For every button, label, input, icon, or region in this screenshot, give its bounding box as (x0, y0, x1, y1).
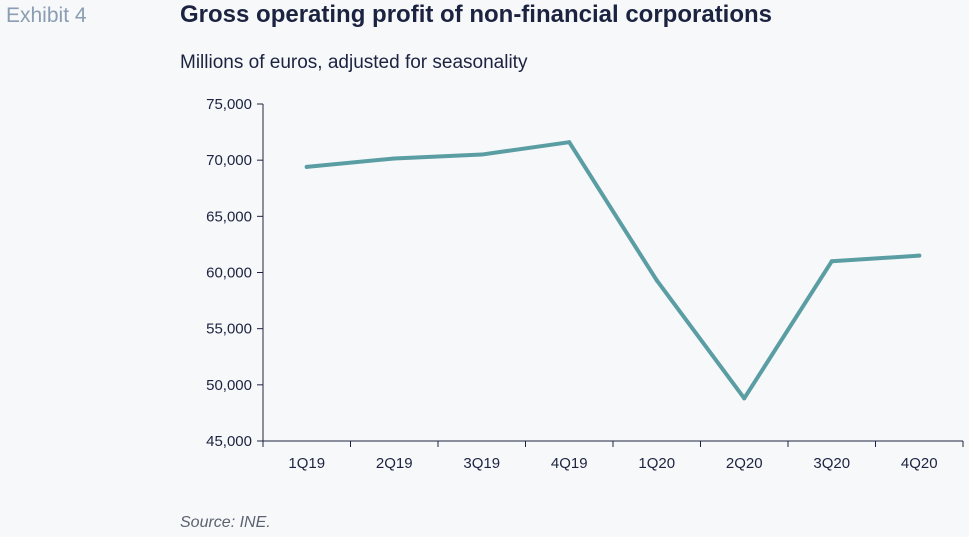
x-tick-label: 1Q20 (638, 455, 675, 472)
exhibit-label: Exhibit 4 (6, 4, 87, 27)
data-point (829, 259, 834, 264)
data-point (479, 152, 484, 157)
data-point (567, 140, 572, 145)
data-point (654, 278, 659, 283)
y-tick-label: 70,000 (206, 152, 252, 169)
x-tick-label: 4Q19 (551, 455, 588, 472)
y-tick-label: 45,000 (206, 433, 252, 450)
y-tick-label: 50,000 (206, 377, 252, 394)
data-point (392, 156, 397, 161)
data-point (304, 164, 309, 169)
x-tick-label: 4Q20 (901, 455, 938, 472)
y-tick-label: 55,000 (206, 321, 252, 338)
y-tick-label: 60,000 (206, 265, 252, 282)
x-tick-label: 1Q19 (288, 455, 325, 472)
x-tick-label: 2Q19 (376, 455, 413, 472)
series-line (304, 140, 922, 401)
x-tick-label: 3Q19 (463, 455, 500, 472)
source-note: Source: INE. (180, 514, 271, 531)
y-tick-label: 65,000 (206, 208, 252, 225)
y-tick-label: 75,000 (206, 96, 252, 113)
x-tick-label: 2Q20 (726, 455, 763, 472)
data-point (742, 396, 747, 401)
chart-title: Gross operating profit of non-financial … (180, 1, 773, 28)
data-point (917, 253, 922, 258)
x-tick-label: 3Q20 (813, 455, 850, 472)
chart-subtitle: Millions of euros, adjusted for seasonal… (180, 52, 528, 73)
